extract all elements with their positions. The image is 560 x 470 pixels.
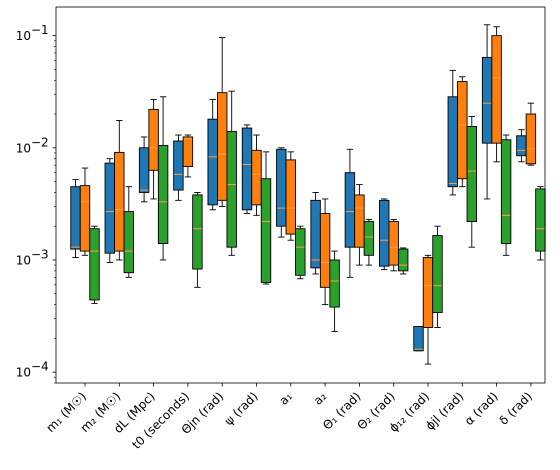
- box-iqr: [226, 130, 237, 248]
- box-iqr: [447, 96, 458, 188]
- box-iqr: [173, 140, 184, 191]
- plot-frame: [55, 6, 546, 384]
- boxes-layer: [70, 24, 546, 365]
- box-iqr: [413, 326, 424, 352]
- y-tick-exponent: −3: [31, 247, 49, 261]
- box-iqr: [379, 199, 390, 267]
- box-iqr: [466, 125, 477, 223]
- category-group: [379, 198, 409, 275]
- category-group: [207, 37, 237, 256]
- box-iqr: [276, 148, 287, 227]
- box-iqr: [457, 81, 468, 180]
- y-tick-base: 10: [16, 141, 31, 155]
- box-iqr: [216, 92, 228, 201]
- box-iqr: [295, 228, 306, 276]
- category-group: [344, 148, 375, 278]
- category-group: [276, 147, 306, 280]
- box-iqr: [363, 221, 375, 256]
- box-iqr: [241, 127, 253, 211]
- y-axis: 10−410−310−210−1: [16, 23, 56, 384]
- box-iqr: [148, 108, 159, 171]
- box-iqr: [123, 211, 135, 274]
- box-iqr: [285, 159, 296, 235]
- category-group: [516, 102, 546, 261]
- box-iqr: [104, 162, 116, 254]
- box-iqr: [251, 149, 262, 206]
- y-tick-label: 10: [16, 29, 31, 43]
- box-iqr: [260, 178, 272, 283]
- box-iqr: [182, 136, 194, 168]
- box-iqr: [432, 235, 443, 313]
- y-tick-base: 10: [16, 366, 31, 380]
- box-iqr: [192, 194, 203, 270]
- box-iqr: [354, 194, 365, 248]
- box-iqr: [535, 188, 546, 252]
- box-iqr: [207, 118, 218, 206]
- box-iqr: [157, 144, 169, 245]
- category-group: [173, 134, 203, 288]
- y-tick-base: 10: [16, 29, 31, 43]
- box-iqr: [516, 135, 527, 157]
- category-group: [481, 24, 512, 256]
- box-iqr: [138, 147, 150, 193]
- box-iqr: [329, 259, 340, 308]
- box-iqr: [310, 199, 321, 269]
- category-group: [138, 96, 169, 261]
- y-tick-exponent: −1: [31, 23, 49, 37]
- box-iqr: [388, 221, 399, 266]
- category-group: [310, 191, 340, 333]
- category-group: [104, 120, 135, 278]
- category-group: [70, 167, 100, 304]
- box-iqr: [79, 185, 91, 252]
- box-iqr: [500, 139, 512, 245]
- y-tick-label: 10: [16, 141, 31, 155]
- box-iqr: [70, 186, 81, 250]
- y-tick-label: 10: [16, 253, 31, 267]
- box-iqr: [89, 228, 100, 301]
- box-iqr: [491, 35, 502, 144]
- box-iqr: [422, 257, 434, 328]
- box-iqr: [398, 248, 409, 272]
- y-tick-base: 10: [16, 253, 31, 267]
- box-iqr: [481, 56, 493, 144]
- y-tick-exponent: −2: [31, 135, 49, 149]
- category-group: [241, 124, 272, 285]
- category-group: [413, 225, 443, 365]
- box-iqr: [525, 113, 537, 165]
- y-tick-exponent: −4: [31, 360, 49, 374]
- box-iqr: [319, 212, 331, 288]
- box-iqr: [114, 151, 125, 252]
- box-iqr: [344, 172, 356, 248]
- y-tick-label: 10: [16, 366, 31, 380]
- category-group: [447, 69, 477, 248]
